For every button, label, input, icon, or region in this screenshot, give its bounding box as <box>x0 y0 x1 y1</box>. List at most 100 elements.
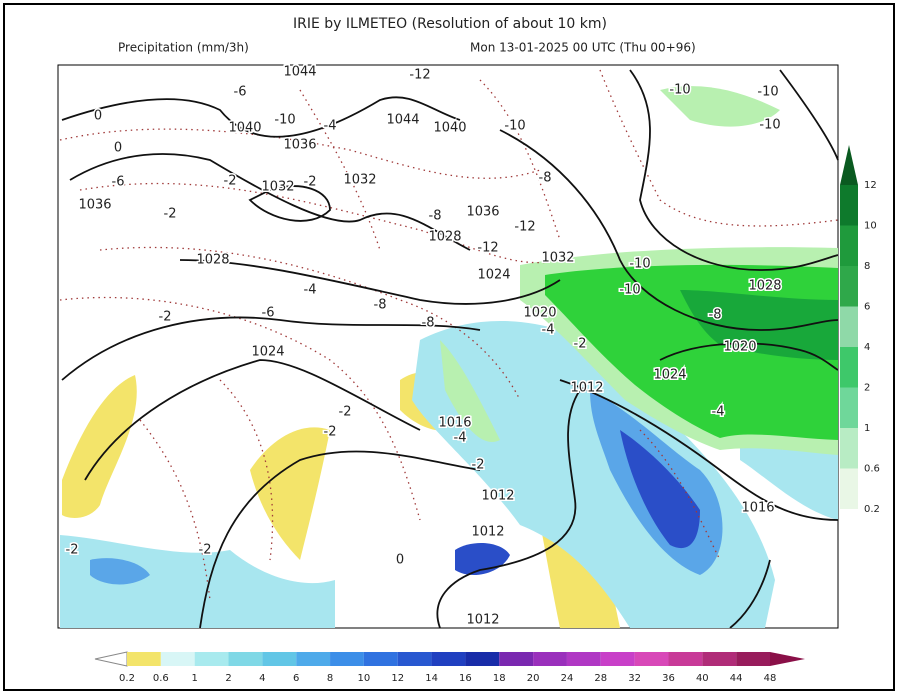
scale-band <box>194 652 229 666</box>
map-label: 1024 <box>251 345 284 360</box>
precip-area <box>90 558 150 585</box>
scale-label: 10 <box>358 673 371 684</box>
map-label: -2 <box>574 337 587 352</box>
map-label: 1012 <box>466 613 499 628</box>
temperature-line <box>139 419 211 601</box>
scale-label: 1 <box>191 673 197 684</box>
isobar <box>69 153 471 251</box>
map-label: -4 <box>542 323 555 338</box>
temperature-line <box>219 379 274 561</box>
map-label: 1012 <box>570 381 603 396</box>
map-label: -6 <box>234 85 247 100</box>
scale-label: 12 <box>864 180 877 191</box>
scale-label: 40 <box>696 673 709 684</box>
scale-band <box>431 652 466 666</box>
scale-label: 4 <box>259 673 265 684</box>
temperature-line <box>599 69 839 227</box>
map-label: 1036 <box>78 198 111 213</box>
map-label: -6 <box>112 175 125 190</box>
scale-label: 1 <box>864 423 870 434</box>
map-label: -10 <box>274 113 295 128</box>
scale-label: 8 <box>327 673 333 684</box>
map-label: 1044 <box>386 113 419 128</box>
map-label: -2 <box>324 425 337 440</box>
map-label: 1024 <box>653 368 686 383</box>
map-label: -2 <box>159 310 172 325</box>
map-label: -8 <box>422 316 435 331</box>
map-label: -10 <box>757 85 778 100</box>
scale-label: 20 <box>527 673 540 684</box>
scale-band <box>465 652 500 666</box>
scale-band <box>702 652 737 666</box>
map-label: -4 <box>304 283 317 298</box>
temperature-line <box>639 429 721 561</box>
map-label: -2 <box>66 543 79 558</box>
isobar <box>248 185 331 222</box>
isobar <box>499 129 839 331</box>
map-label: -6 <box>262 306 275 321</box>
scale-arrow <box>840 145 858 185</box>
map-label: -8 <box>374 298 387 313</box>
scale-label: 6 <box>293 673 299 684</box>
scale-band <box>262 652 297 666</box>
scale-label: 0.2 <box>864 504 880 515</box>
map-label: -10 <box>629 257 650 272</box>
isobar <box>179 259 561 305</box>
scale-band <box>160 652 195 666</box>
scale-label: 28 <box>594 673 607 684</box>
scale-band <box>363 652 398 666</box>
scale-label: 16 <box>459 673 472 684</box>
isobar <box>61 316 481 381</box>
map-label: -10 <box>669 83 690 98</box>
scale-label: 18 <box>493 673 506 684</box>
map-label: 1016 <box>438 416 471 431</box>
map-label: 1024 <box>477 268 510 283</box>
scale-band <box>566 652 601 666</box>
scale-label: 0.2 <box>119 673 135 684</box>
map-label: -8 <box>429 209 442 224</box>
map-label: -12 <box>514 220 535 235</box>
scale-band <box>840 468 858 509</box>
map-label: 0 <box>396 553 404 568</box>
scale-label: 48 <box>764 673 777 684</box>
map-label: 1028 <box>748 279 781 294</box>
title: IRIE by ILMETEO (Resolution of about 10 … <box>293 16 607 32</box>
subtitle-right: Mon 13-01-2025 00 UTC (Thu 00+96) <box>470 41 696 55</box>
scale-band <box>840 185 858 226</box>
scale-label: 8 <box>864 261 870 272</box>
map-label: 0 <box>94 109 102 124</box>
precip-area <box>250 427 330 560</box>
precip-area <box>620 430 700 549</box>
map-label: 1036 <box>283 138 316 153</box>
map-label: -8 <box>709 308 722 323</box>
map-label: 1040 <box>228 121 261 136</box>
map-label: 1032 <box>261 180 294 195</box>
precip-area <box>680 290 838 360</box>
isobar <box>629 69 839 271</box>
map-label: -10 <box>619 283 640 298</box>
precip-area <box>60 535 335 628</box>
scale-band <box>330 652 364 666</box>
scale-label: 4 <box>864 342 870 353</box>
scale-label: 0.6 <box>864 464 880 475</box>
map-label: 1012 <box>471 525 504 540</box>
isobar <box>61 96 461 138</box>
map-label: -2 <box>339 405 352 420</box>
map-label: -2 <box>224 174 237 189</box>
scale-label: 2 <box>225 673 231 684</box>
map-label: 1016 <box>741 501 774 516</box>
scale-label: 0.6 <box>153 673 169 684</box>
isobar <box>559 379 839 521</box>
map: 1044 -12 -6 0 1040 -10 -4 1044 1040 -10 -10 -10 -10 1… <box>57 63 839 629</box>
isobar <box>779 69 839 161</box>
map-label: 1040 <box>433 121 466 136</box>
map-label: -2 <box>472 458 485 473</box>
map-label: -10 <box>504 119 525 134</box>
scale-label: 32 <box>628 673 641 684</box>
scale-band <box>397 652 432 666</box>
precip-area <box>660 86 780 127</box>
map-label: -4 <box>454 431 467 446</box>
temperature-line <box>99 246 521 401</box>
scale-band <box>840 347 858 388</box>
scale-label: 12 <box>391 673 404 684</box>
